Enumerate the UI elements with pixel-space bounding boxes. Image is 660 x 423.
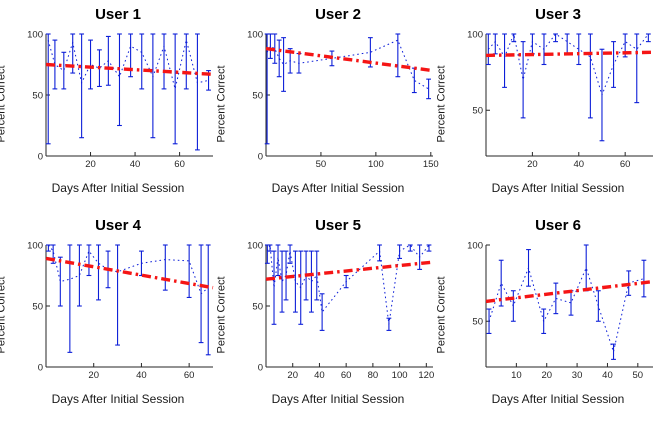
x-tick-label: 100 — [368, 159, 384, 170]
y-tick-label: 0 — [258, 362, 263, 373]
x-tick-label: 40 — [130, 159, 141, 170]
y-tick-label: 50 — [252, 301, 263, 312]
x-axis-label: Days After Initial Session — [51, 392, 185, 406]
x-tick-label: 50 — [633, 370, 644, 381]
x-tick-label: 60 — [341, 370, 352, 381]
x-axis-label: Days After Initial Session — [491, 392, 625, 406]
trend-line — [45, 62, 214, 76]
plot-region: Percent Correct 20 40 60 50 100 — [436, 28, 660, 180]
x-tick-label: 40 — [602, 370, 613, 381]
x-tick-label: 60 — [620, 159, 631, 170]
chart-panel-user-6: User 6 Percent Correct 10 20 30 40 50 50 100 D… — [436, 211, 660, 422]
trend-line — [265, 46, 434, 73]
y-axis-label: Percent Correct — [216, 28, 236, 180]
y-tick-label: 0 — [38, 362, 43, 373]
trend-line — [485, 279, 654, 304]
x-tick-label: 40 — [314, 370, 325, 381]
chart-title: User 4 — [95, 217, 141, 234]
y-tick-label: 100 — [247, 240, 263, 251]
y-axis-label: Percent Correct — [0, 239, 16, 391]
y-axis-label-text: Percent Correct — [0, 276, 8, 354]
plot-user-1: 20 40 60 0 50 100 — [27, 29, 214, 170]
y-axis-label: Percent Correct — [0, 28, 16, 180]
y-tick-label: 0 — [258, 151, 263, 162]
y-tick-label: 50 — [32, 90, 43, 101]
y-axis-label: Percent Correct — [436, 239, 456, 391]
y-tick-label: 100 — [27, 29, 43, 40]
chart-title: User 3 — [535, 6, 581, 23]
y-tick-label: 50 — [252, 90, 263, 101]
y-axis-label-text: Percent Correct — [436, 276, 448, 354]
x-tick-label: 60 — [174, 159, 185, 170]
x-tick-label: 20 — [541, 370, 552, 381]
y-tick-label: 0 — [38, 151, 43, 162]
plot-region: Percent Correct 10 20 30 40 50 50 100 — [436, 239, 660, 391]
chart-title: User 2 — [315, 6, 361, 23]
chart-title: User 6 — [535, 217, 581, 234]
x-tick-label: 20 — [287, 370, 298, 381]
y-tick-label: 100 — [467, 29, 483, 40]
y-axis-label: Percent Correct — [436, 28, 456, 180]
x-tick-label: 40 — [136, 370, 147, 381]
chart-title: User 1 — [95, 6, 141, 23]
y-tick-label: 50 — [32, 301, 43, 312]
y-tick-label: 50 — [472, 106, 483, 117]
plot-region: Percent Correct 20 40 60 80 100 120 0 50 100 — [216, 239, 440, 391]
data-line — [47, 39, 209, 90]
chart-panel-user-3: User 3 Percent Correct 20 40 60 50 100 Days … — [436, 0, 660, 211]
y-axis-label-text: Percent Correct — [0, 65, 8, 143]
x-tick-label: 30 — [572, 370, 583, 381]
plot-user-5: 20 40 60 80 100 120 0 50 100 — [247, 240, 434, 381]
x-tick-label: 20 — [85, 159, 96, 170]
chart-panel-user-1: User 1 Percent Correct 20 40 60 0 50 100 Days… — [0, 0, 220, 211]
x-tick-label: 100 — [392, 370, 408, 381]
x-tick-label: 50 — [316, 159, 327, 170]
data-line — [266, 243, 430, 325]
y-axis-label-text: Percent Correct — [216, 276, 228, 354]
data-line — [266, 39, 429, 90]
y-axis-label-text: Percent Correct — [436, 65, 448, 143]
chart-panel-user-2: User 2 Percent Correct 50 100 150 0 50 100 Da… — [216, 0, 440, 211]
chart-title: User 5 — [315, 217, 361, 234]
x-tick-label: 150 — [423, 159, 439, 170]
x-tick-label: 60 — [184, 370, 195, 381]
plot-region: Percent Correct 20 40 60 0 50 100 — [0, 28, 220, 180]
x-axis-label: Days After Initial Session — [491, 181, 625, 195]
y-axis-label-text: Percent Correct — [216, 65, 228, 143]
x-tick-label: 80 — [368, 370, 379, 381]
plot-user-3: 20 40 60 50 100 — [467, 29, 654, 170]
data-line — [487, 32, 649, 97]
plot-user-2: 50 100 150 0 50 100 — [247, 29, 439, 170]
plot-region: Percent Correct 50 100 150 0 50 100 — [216, 28, 440, 180]
y-tick-label: 100 — [467, 240, 483, 251]
trend-line — [265, 260, 434, 281]
x-tick-label: 20 — [527, 159, 538, 170]
trend-line — [485, 50, 654, 58]
plot-user-6: 10 20 30 40 50 50 100 — [467, 240, 654, 381]
plot-user-4: 20 40 60 0 50 100 — [27, 240, 214, 381]
plot-region: Percent Correct 20 40 60 0 50 100 — [0, 239, 220, 391]
chart-panel-user-4: User 4 Percent Correct 20 40 60 0 50 100 Days… — [0, 211, 220, 422]
chart-panel-user-5: User 5 Percent Correct 20 40 60 80 100 120 0 50… — [216, 211, 440, 422]
y-tick-label: 100 — [27, 240, 43, 251]
trend-line — [45, 256, 214, 290]
y-tick-label: 50 — [472, 317, 483, 328]
x-tick-label: 10 — [511, 370, 522, 381]
data-line — [488, 266, 645, 354]
x-tick-label: 20 — [88, 370, 99, 381]
x-axis-label: Days After Initial Session — [271, 181, 405, 195]
x-axis-label: Days After Initial Session — [271, 392, 405, 406]
y-tick-label: 100 — [247, 29, 263, 40]
y-axis-label: Percent Correct — [216, 239, 236, 391]
data-line — [48, 244, 209, 295]
x-tick-label: 120 — [418, 370, 434, 381]
x-tick-label: 40 — [573, 159, 584, 170]
x-axis-label: Days After Initial Session — [51, 181, 185, 195]
